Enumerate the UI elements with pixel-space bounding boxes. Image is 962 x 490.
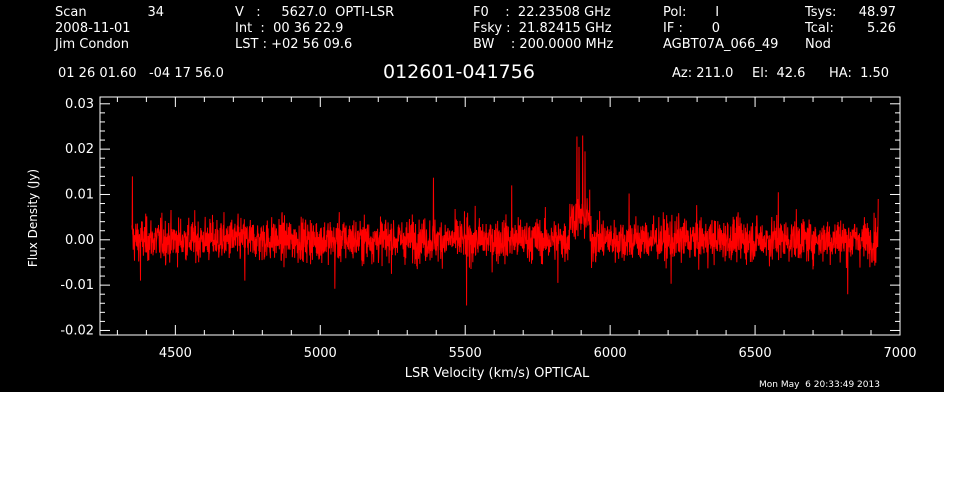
velocity-field: V : 5627.0 OPTI-LSR [235, 5, 395, 20]
y-tick-label: -0.01 [60, 278, 94, 293]
hour-angle: HA: 1.50 [829, 66, 890, 81]
elevation: El: 42.6 [752, 66, 806, 81]
scan-label: Scan [55, 5, 87, 20]
x-tick-label: 5000 [304, 346, 337, 361]
azimuth: Az: 211.0 [672, 66, 734, 81]
y-tick-label: -0.02 [60, 323, 94, 338]
x-axis-title: LSR Velocity (km/s) OPTICAL [405, 366, 590, 381]
tcal-label: Tcal: [805, 21, 834, 36]
x-tick-label: 4500 [159, 346, 192, 361]
y-axis-title: Flux Density (Jy) [26, 169, 40, 267]
tsys-value: 48.97 [858, 5, 896, 20]
scan-number: 34 [147, 5, 164, 20]
plot-frame [99, 96, 901, 336]
spectrum-panel: Scan 34 2008-11-01 Jim Condon V : 5627.0… [0, 0, 944, 392]
y-tick-label: 0.00 [65, 233, 94, 248]
timestamp: Mon May 6 20:33:49 2013 [759, 380, 880, 390]
x-tick-label: 6500 [739, 346, 772, 361]
switching-mode: Nod [805, 37, 831, 52]
x-tick-label: 5500 [449, 346, 482, 361]
project-id: AGBT07A_066_49 [663, 37, 779, 52]
tsys-label: Tsys: [805, 5, 837, 20]
tcal-value: 5.26 [867, 21, 896, 36]
x-tick-label: 7000 [883, 346, 916, 361]
sky-frequency: Fsky : 21.82415 GHz [473, 21, 612, 36]
spectrum-trace [131, 135, 879, 306]
if-number: IF : 0 [663, 21, 721, 36]
y-tick-label: 0.03 [65, 97, 94, 112]
lst-field: LST : +02 56 09.6 [235, 37, 353, 52]
observation-date: 2008-11-01 [55, 21, 131, 36]
y-tick-label: 0.01 [65, 187, 94, 202]
spectrum-chart: 4500 5000 5500 6000 6500 7000 -0.02 -0.01 0.00 0.… [26, 96, 917, 381]
bandwidth: BW : 200.0000 MHz [473, 37, 614, 52]
observer-name: Jim Condon [55, 37, 129, 52]
polarization: Pol: I [663, 5, 720, 20]
source-coordinates: 01 26 01.60 -04 17 56.0 [58, 66, 224, 81]
rest-frequency: F0 : 22.23508 GHz [473, 5, 611, 20]
integration-time: Int : 00 36 22.9 [235, 21, 344, 36]
source-name: 012601-041756 [383, 61, 535, 83]
y-tick-label: 0.02 [65, 142, 94, 157]
x-tick-label: 6000 [594, 346, 627, 361]
